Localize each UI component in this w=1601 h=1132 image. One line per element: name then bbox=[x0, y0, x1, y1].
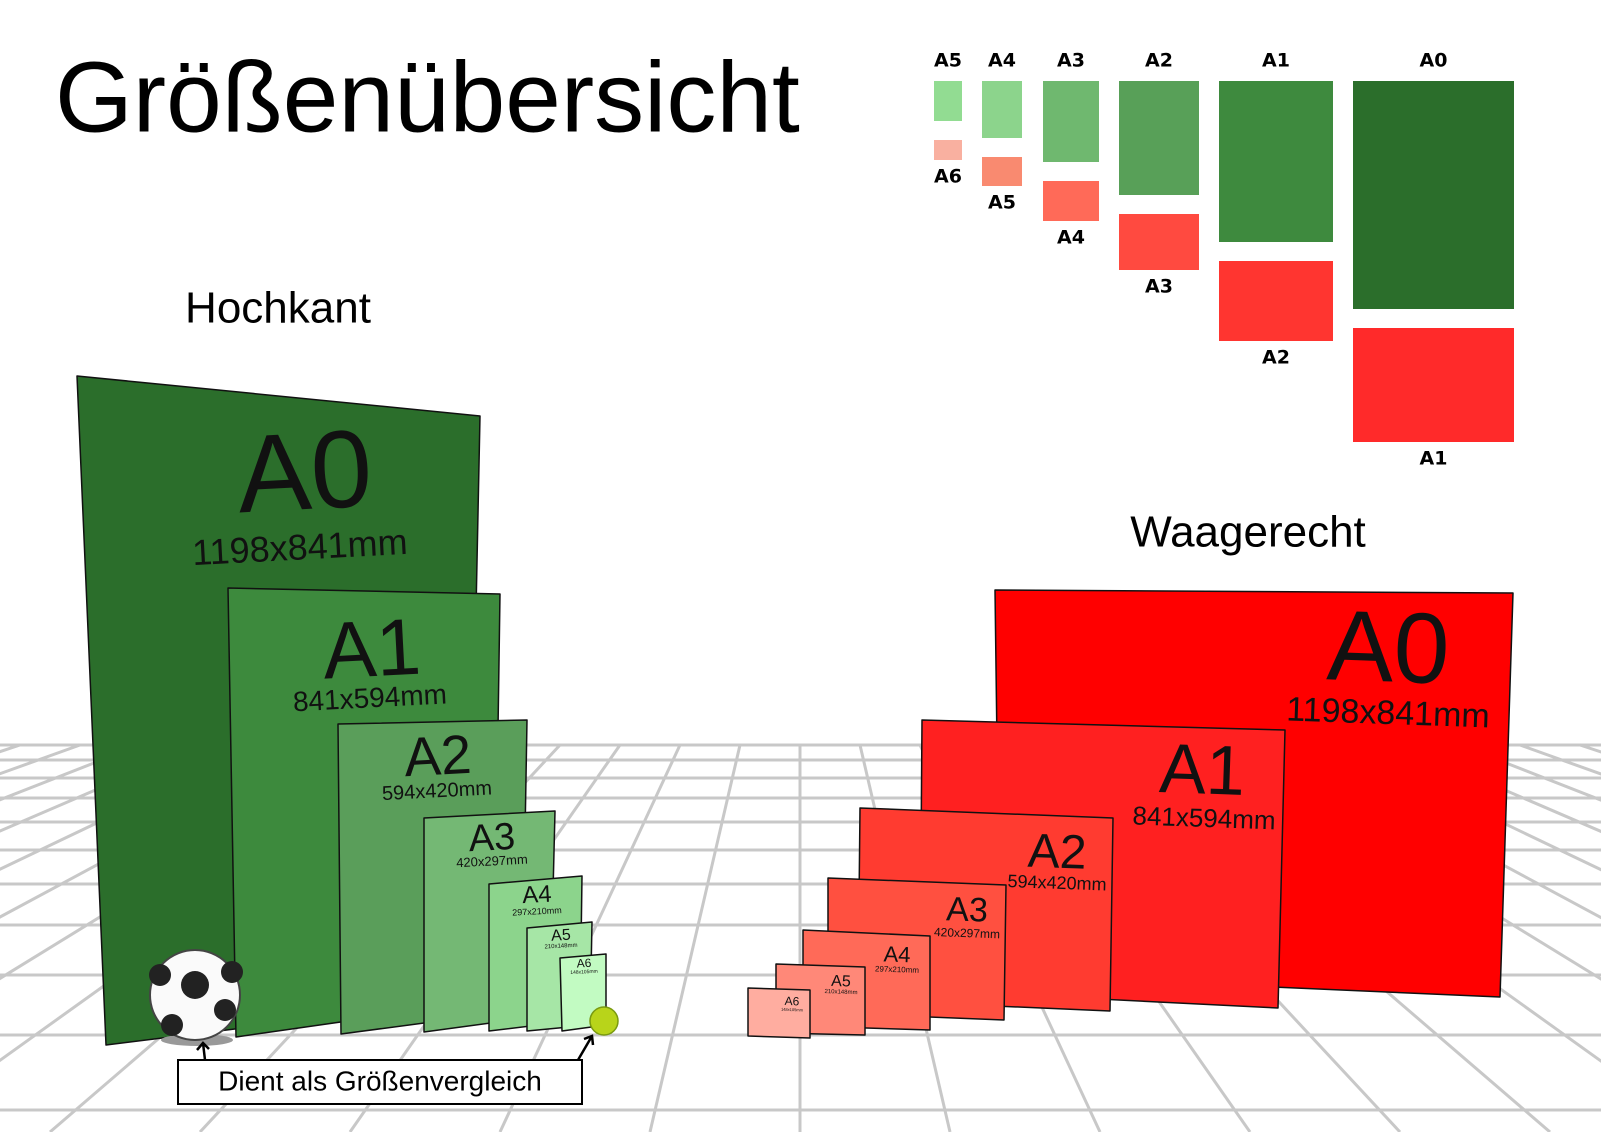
overview-label: A2 bbox=[1262, 347, 1290, 369]
overview-label: A3 bbox=[1057, 50, 1085, 72]
overview-sheet bbox=[1353, 328, 1514, 442]
sheet-name: A1 bbox=[320, 602, 422, 696]
title: Größenübersicht bbox=[55, 41, 800, 153]
ball-patch bbox=[149, 964, 171, 986]
overview-sheet bbox=[934, 140, 962, 160]
sheet-size: 1198x841mm bbox=[1286, 690, 1491, 735]
sheet-name: A6 bbox=[784, 994, 799, 1009]
sheet-size: 297x210mm bbox=[875, 964, 920, 975]
overview-label: A5 bbox=[988, 192, 1016, 214]
overview-sheet bbox=[1219, 81, 1333, 242]
sheet-size: 297x210mm bbox=[512, 905, 562, 918]
overview-sheet bbox=[1119, 81, 1199, 195]
overview-sheet bbox=[1119, 214, 1199, 270]
overview-sheet bbox=[982, 157, 1022, 186]
sheet-size: 210x148mm bbox=[544, 943, 577, 951]
sheet-name: A5 bbox=[831, 973, 851, 991]
portrait-heading: Hochkant bbox=[185, 284, 371, 333]
overview-sheet bbox=[1043, 181, 1099, 221]
floor-line bbox=[0, 743, 201, 833]
sheet-name: A3 bbox=[946, 890, 989, 929]
sheet-name: A5 bbox=[551, 927, 572, 945]
arrow bbox=[576, 1034, 595, 1061]
tennis-ball bbox=[589, 1006, 619, 1036]
comparison-note: Dient als Größenvergleich bbox=[218, 1065, 542, 1096]
ball-patch bbox=[214, 999, 236, 1021]
sheet-size: 148x105mm bbox=[570, 969, 598, 976]
sheet-size: 594x420mm bbox=[1007, 871, 1107, 894]
floor-line bbox=[1399, 743, 1601, 834]
paper-sheet bbox=[747, 987, 811, 1039]
note-box bbox=[177, 1059, 583, 1105]
arrow bbox=[196, 1041, 210, 1061]
sheet-size: 420x297mm bbox=[934, 925, 1000, 941]
floor-line bbox=[1579, 743, 1601, 754]
overview-label: A4 bbox=[988, 50, 1016, 72]
overview-label: A0 bbox=[1420, 50, 1448, 72]
overview-label: A6 bbox=[934, 166, 962, 188]
floor-line bbox=[0, 743, 21, 754]
overview-label: A5 bbox=[934, 50, 962, 72]
overview-sheet bbox=[1353, 81, 1514, 309]
sheet-name: A2 bbox=[1027, 825, 1088, 880]
ball-patch bbox=[181, 971, 209, 999]
sheet-name: A3 bbox=[468, 816, 517, 860]
sheet-size: 148x105mm bbox=[781, 1007, 804, 1013]
sheet-name: A0 bbox=[234, 407, 375, 537]
overview-sheet bbox=[1043, 81, 1099, 162]
ball-patch bbox=[221, 961, 243, 983]
overview-sheet bbox=[934, 81, 962, 121]
overview-label: A2 bbox=[1145, 50, 1173, 72]
overview-label: A4 bbox=[1057, 227, 1085, 249]
landscape-heading: Waagerecht bbox=[1130, 508, 1366, 557]
sheet-name: A4 bbox=[883, 941, 911, 967]
sheet-name: A0 bbox=[1325, 589, 1451, 705]
sheet-name: A4 bbox=[522, 881, 553, 909]
sheet-name: A6 bbox=[576, 956, 592, 971]
floor-line bbox=[648, 744, 742, 1132]
sheet-size: 841x594mm bbox=[1132, 800, 1276, 835]
overview-sheet bbox=[1219, 261, 1333, 341]
overview-label: A1 bbox=[1420, 448, 1448, 470]
sheet-name: A1 bbox=[1158, 729, 1246, 810]
sheet-name: A2 bbox=[403, 723, 473, 788]
overview-label: A3 bbox=[1145, 276, 1173, 298]
sheet-size: 420x297mm bbox=[456, 852, 528, 871]
sheet-size: 210x148mm bbox=[824, 989, 857, 996]
overview-label: A1 bbox=[1262, 50, 1290, 72]
ball-patch bbox=[161, 1014, 183, 1036]
overview-sheet bbox=[982, 81, 1022, 138]
